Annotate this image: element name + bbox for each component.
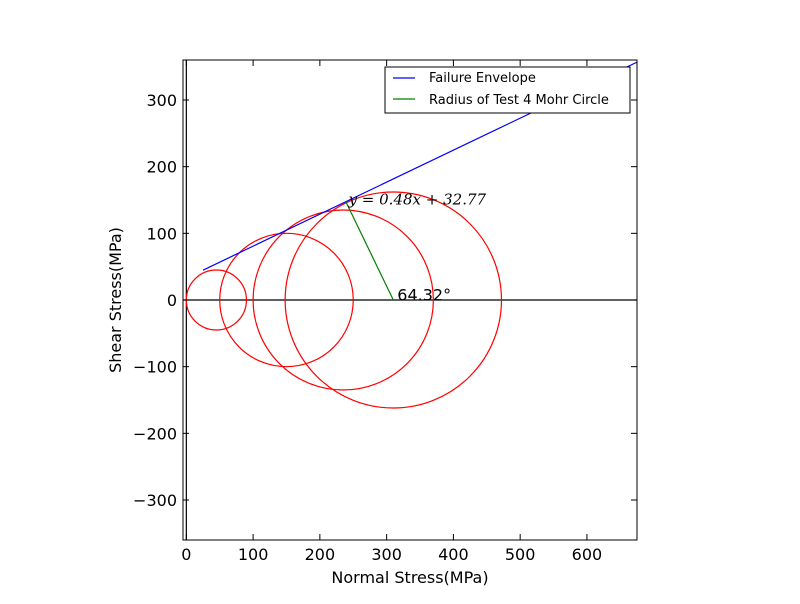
x-tick-label: 100	[238, 545, 269, 564]
mohr-circle-3	[252, 209, 434, 391]
mohr-circle-2	[219, 232, 354, 368]
y-tick-label: −300	[133, 491, 177, 510]
legend-label-failure-envelope: Failure Envelope	[429, 71, 536, 86]
x-tick-label: 300	[371, 545, 402, 564]
angle-label: 64.32°	[397, 286, 451, 305]
mohr-circle-4	[284, 191, 503, 409]
x-tick-label: 400	[438, 545, 469, 564]
y-tick-label: 200	[146, 158, 177, 177]
legend-label-radius: Radius of Test 4 Mohr Circle	[429, 93, 609, 108]
y-tick-label: −100	[133, 358, 177, 377]
x-tick-label: 200	[305, 545, 336, 564]
x-tick-label: 600	[572, 545, 603, 564]
y-tick-label: 300	[146, 91, 177, 110]
y-tick-label: −200	[133, 424, 177, 443]
y-tick-label: 0	[167, 291, 177, 310]
legend: Failure Envelope Radius of Test 4 Mohr C…	[384, 66, 631, 114]
x-axis-title: Normal Stress(MPa)	[331, 568, 488, 587]
axis-ticks: 0 100 200 300 400 500 600 300 200 100 0 −100 −200 −30…	[133, 60, 637, 564]
envelope-equation-label: y = 0.48x + 32.77	[348, 191, 487, 209]
x-tick-label: 0	[181, 545, 191, 564]
radius-line-test-4	[345, 200, 394, 301]
plot-area: y = 0.48x + 32.77 64.32°	[183, 60, 637, 540]
x-tick-label: 500	[505, 545, 536, 564]
legend-box	[384, 66, 631, 114]
y-axis-title: Shear Stress(MPa)	[106, 227, 125, 373]
y-tick-label: 100	[146, 224, 177, 243]
